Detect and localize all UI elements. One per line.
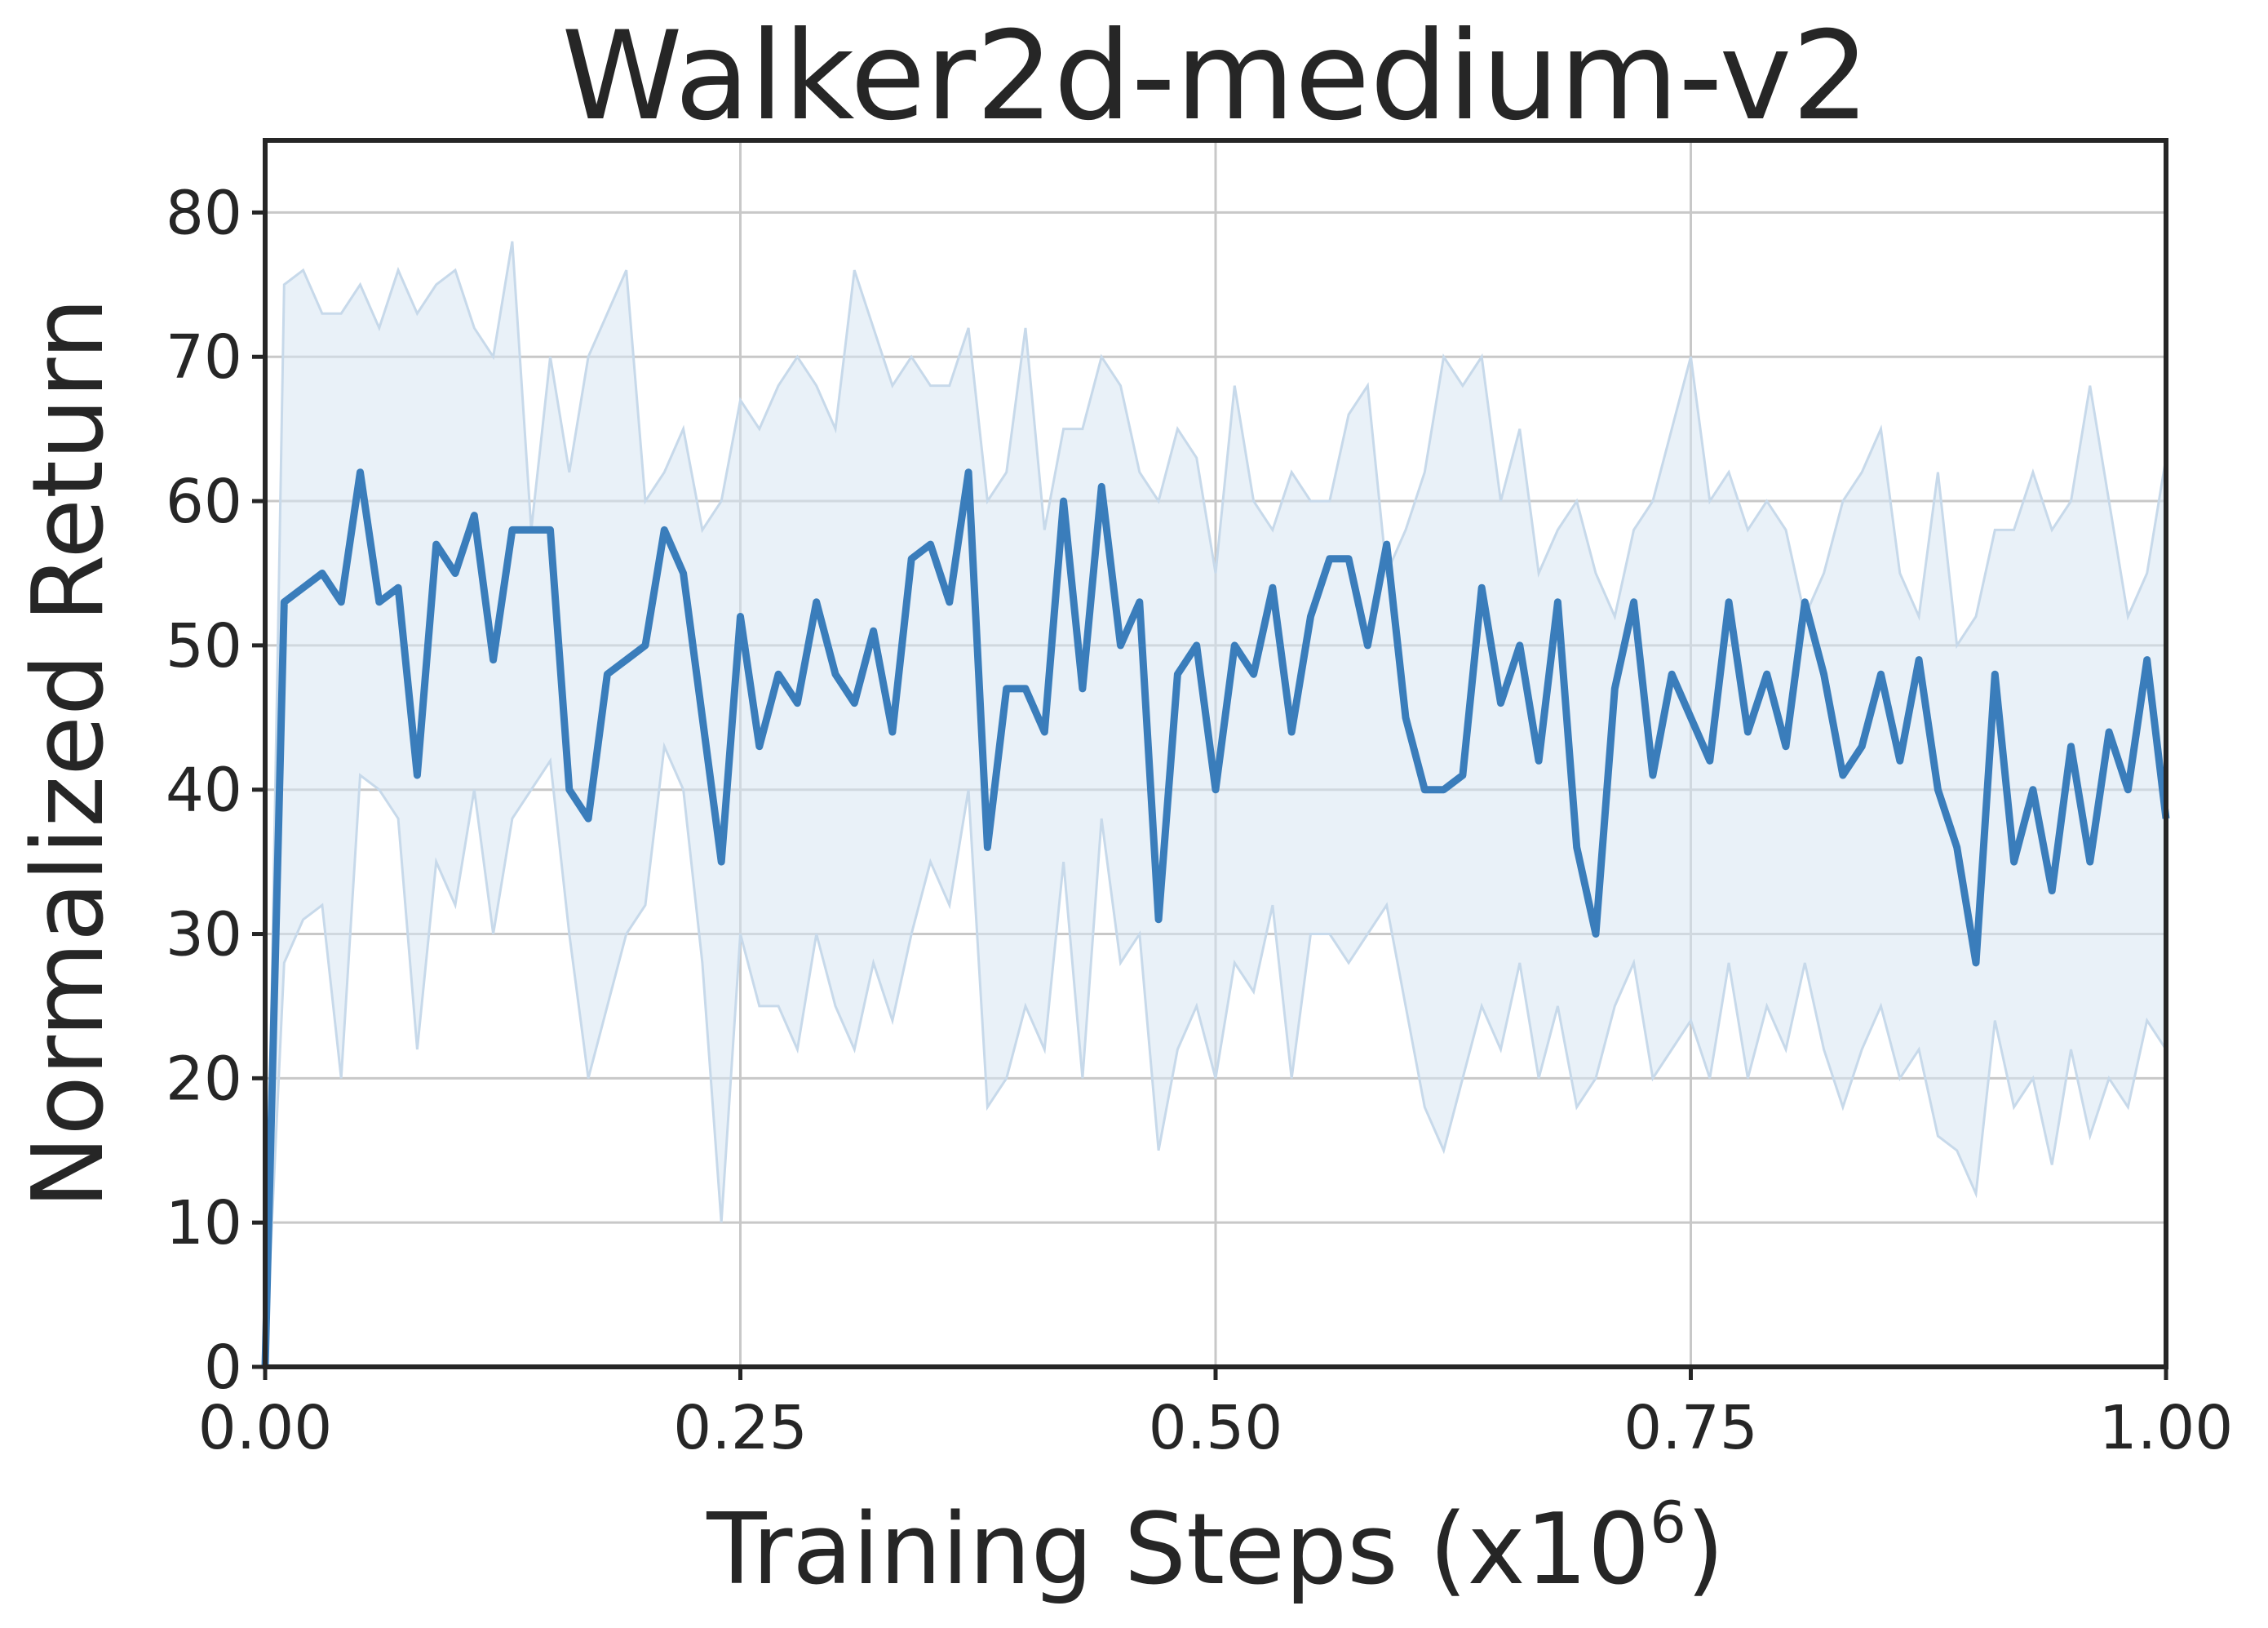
y-tick-label: 40 bbox=[166, 756, 242, 826]
y-axis-label: Normalized Return bbox=[12, 298, 126, 1209]
y-tick-label: 0 bbox=[204, 1333, 242, 1403]
y-tick-label: 10 bbox=[166, 1188, 242, 1258]
mean-return-line bbox=[261, 468, 2170, 1368]
chart-title: Walker2d-medium-v2 bbox=[561, 6, 1869, 148]
x-tick-label: 0.75 bbox=[1623, 1393, 1758, 1463]
y-tick-label: 20 bbox=[166, 1044, 242, 1114]
y-tick-label: 30 bbox=[166, 900, 242, 970]
x-tick-label: 0.50 bbox=[1149, 1393, 1283, 1463]
y-tick-label: 50 bbox=[166, 611, 242, 681]
x-axis: 0.00 0.25 0.50 0.75 1.00 bbox=[198, 1367, 2234, 1463]
x-axis-label-close: ) bbox=[1686, 1493, 1725, 1607]
y-tick-label: 70 bbox=[166, 322, 242, 393]
x-tick-label: 0.25 bbox=[673, 1393, 808, 1463]
x-axis-label-exponent: 6 bbox=[1650, 1489, 1686, 1556]
y-tick-label: 60 bbox=[166, 467, 242, 537]
x-axis-label-text: Training Steps (x10 bbox=[706, 1493, 1650, 1607]
x-tick-label: 0.00 bbox=[198, 1393, 333, 1463]
x-axis-label: Training Steps (x106) bbox=[706, 1489, 1724, 1607]
y-axis: 0 10 20 30 40 50 60 70 80 bbox=[166, 178, 265, 1403]
x-tick-label: 1.00 bbox=[2099, 1393, 2234, 1463]
y-tick-label: 80 bbox=[166, 178, 242, 248]
